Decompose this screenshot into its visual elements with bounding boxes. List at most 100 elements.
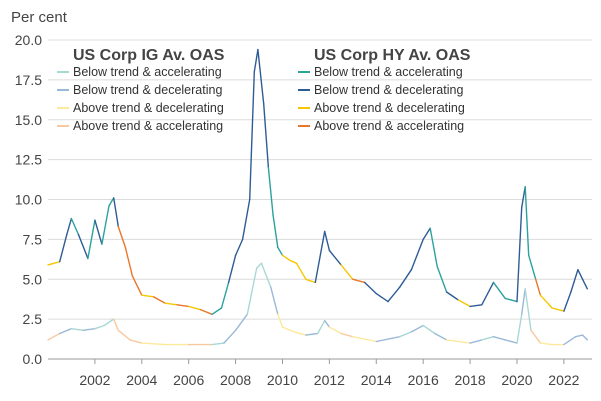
series-segment — [457, 299, 471, 308]
series-segment — [211, 342, 225, 346]
series-segment — [66, 217, 73, 236]
y-tick-label: 12.5 — [15, 152, 42, 168]
series-segment — [94, 324, 106, 330]
series-segment — [70, 328, 84, 331]
series-segment — [103, 318, 115, 327]
series-segment — [481, 281, 495, 306]
series-segment — [256, 262, 263, 269]
series-segment — [281, 254, 291, 261]
series-segment — [521, 185, 526, 209]
series-segment — [530, 329, 542, 344]
series-segment — [504, 339, 518, 344]
series-segment — [516, 206, 523, 303]
series-segment — [563, 291, 572, 312]
series-segment — [581, 278, 588, 290]
series-segment — [112, 318, 120, 331]
series-segment — [277, 313, 284, 328]
series-segment — [516, 313, 523, 344]
series-segment — [521, 288, 526, 315]
legend-entry: Below trend & accelerating — [314, 65, 463, 79]
series-segment — [124, 246, 134, 277]
series-segment — [223, 329, 237, 344]
series-segment — [445, 339, 471, 344]
series-segment — [469, 304, 483, 308]
series-segment — [524, 288, 532, 331]
series-segment — [577, 269, 584, 280]
series-segment — [220, 281, 230, 309]
series-segment — [581, 334, 588, 341]
series-lines — [47, 48, 588, 346]
y-tick-label: 5.0 — [23, 271, 43, 287]
series-segment — [293, 331, 307, 336]
series-segment — [445, 291, 459, 301]
series-segment — [535, 278, 542, 296]
series-segment — [504, 297, 518, 303]
series-segment — [352, 278, 366, 284]
series-segment — [399, 331, 413, 338]
series-segment — [305, 332, 319, 336]
series-segment — [410, 238, 424, 271]
series-segment — [314, 230, 326, 284]
series-segment — [152, 296, 166, 304]
series-segment — [492, 281, 506, 300]
series-segment — [199, 308, 213, 315]
series-segment — [267, 166, 274, 217]
series-segment — [112, 197, 120, 228]
series-segment — [352, 336, 377, 343]
series-segment — [288, 259, 298, 264]
series-segment — [260, 262, 272, 288]
x-tick-label: 2008 — [220, 372, 251, 388]
series-segment — [94, 219, 103, 245]
series-segment — [70, 217, 80, 236]
series-segment — [410, 324, 424, 333]
series-segment — [539, 342, 553, 346]
series-segment — [436, 265, 448, 293]
series-segment — [211, 307, 223, 315]
series-segment — [551, 307, 565, 312]
series-segment — [363, 281, 377, 295]
series-segment — [227, 254, 237, 284]
legend-entry: Above trend & decelerating — [73, 101, 224, 115]
series-segment — [429, 227, 438, 268]
series-segment — [164, 302, 178, 306]
series-segment — [59, 233, 68, 263]
y-tick-label: 17.5 — [15, 72, 42, 88]
y-tick-label: 7.5 — [23, 231, 43, 247]
series-segment — [248, 71, 256, 201]
series-segment — [305, 278, 316, 284]
series-segment — [570, 269, 579, 293]
x-axis: 2002 2004 2006 2008 2010 2012 2014 2016 2018 2020… — [79, 359, 580, 388]
y-tick-label: 15.0 — [15, 112, 42, 128]
y-tick-label: 0.0 — [23, 351, 43, 367]
series-segment — [234, 313, 249, 331]
series-segment — [246, 267, 258, 315]
legend-entry: Below trend & accelerating — [73, 65, 222, 79]
series-segment — [324, 230, 331, 252]
legend-entry: Above trend & accelerating — [73, 119, 223, 133]
series-segment — [399, 269, 413, 288]
legend-entry: Above trend & decelerating — [314, 101, 465, 115]
x-tick-label: 2020 — [501, 372, 532, 388]
x-tick-label: 2006 — [173, 372, 204, 388]
series-segment — [563, 336, 577, 346]
series-segment — [77, 233, 89, 260]
series-segment — [422, 227, 431, 241]
unit-label: Per cent — [11, 9, 68, 26]
series-segment — [131, 275, 143, 296]
series-segment — [422, 324, 436, 335]
series-segment — [539, 294, 553, 309]
series-segment — [492, 336, 506, 341]
series-segment — [241, 198, 251, 241]
series-segment — [234, 238, 244, 257]
x-tick-label: 2012 — [314, 372, 345, 388]
series-segment — [117, 329, 131, 341]
series-segment — [263, 103, 270, 169]
series-segment — [101, 205, 110, 245]
x-tick-label: 2016 — [408, 372, 439, 388]
series-segment — [434, 332, 448, 341]
y-tick-label: 10.0 — [15, 192, 42, 208]
series-hy — [47, 48, 588, 315]
series-segment — [528, 254, 537, 280]
